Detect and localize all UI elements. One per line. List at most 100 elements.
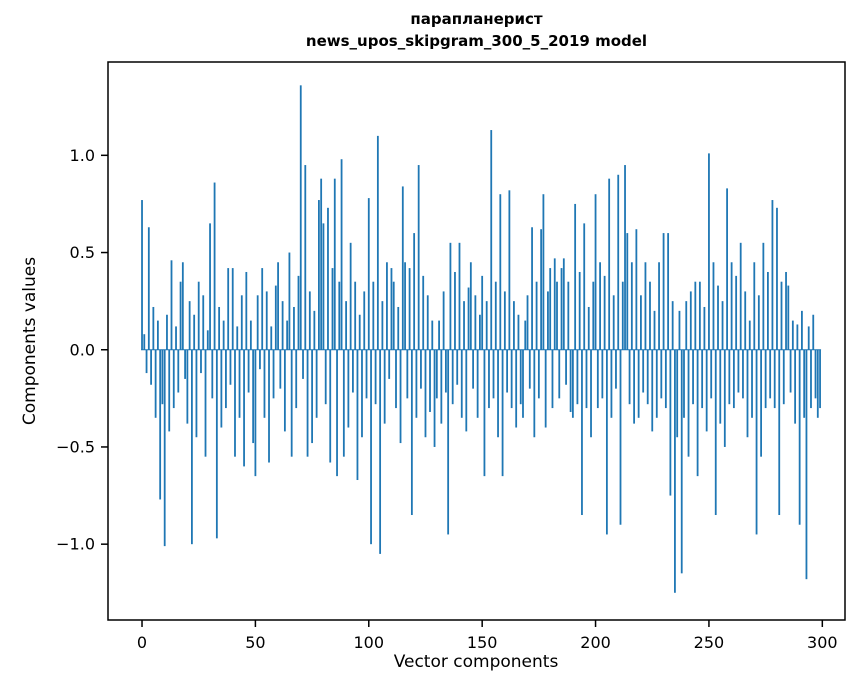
bar [571, 349, 574, 418]
bar [653, 310, 656, 350]
bar [812, 314, 815, 350]
bar [667, 233, 670, 350]
bar [431, 320, 434, 350]
bar [805, 349, 808, 580]
bar [619, 349, 622, 525]
bar [195, 349, 198, 438]
bar [794, 349, 797, 424]
bar [265, 291, 268, 350]
bar [492, 349, 495, 399]
bar [578, 271, 581, 350]
bar [515, 349, 518, 428]
bar [517, 314, 520, 350]
x-tick-label: 50 [245, 633, 265, 652]
bar [367, 198, 370, 350]
bar [701, 349, 704, 409]
bar [508, 190, 511, 350]
bar [279, 349, 282, 389]
bar [789, 349, 792, 393]
bar [483, 349, 486, 477]
bar [778, 349, 781, 516]
bar [247, 349, 250, 393]
bar [526, 295, 529, 350]
bar [410, 349, 413, 516]
bar [567, 281, 570, 350]
bar [501, 349, 504, 477]
bar [565, 349, 567, 385]
bar [510, 349, 513, 409]
bar [785, 271, 787, 350]
bar [744, 291, 747, 350]
bar [413, 233, 416, 350]
bar [490, 130, 493, 350]
bar [633, 349, 635, 424]
bar [776, 207, 778, 350]
bar [540, 229, 543, 350]
bar [147, 227, 150, 350]
bar [531, 227, 533, 350]
bar [379, 349, 382, 554]
bar [787, 285, 790, 350]
bar [433, 349, 436, 447]
bar [719, 349, 722, 424]
bar [628, 349, 631, 405]
bar [236, 326, 239, 350]
bar [472, 349, 474, 389]
bar [465, 349, 468, 432]
bar [454, 271, 456, 350]
bar [272, 349, 275, 399]
bar [145, 349, 148, 374]
bar [320, 178, 323, 350]
bar [435, 349, 438, 399]
bar [370, 349, 372, 545]
bar [685, 301, 688, 350]
bar [585, 349, 588, 409]
bar [617, 174, 620, 350]
bar [200, 349, 202, 374]
bar [696, 349, 699, 477]
bar [814, 349, 817, 399]
bar [553, 258, 556, 350]
bar [737, 349, 740, 393]
bar [660, 349, 663, 399]
bar [159, 349, 162, 500]
bar [256, 295, 259, 350]
bar [204, 349, 207, 457]
x-tick-label: 300 [807, 633, 838, 652]
bar [252, 349, 255, 444]
bar [732, 349, 735, 409]
bar [599, 262, 601, 350]
bar [331, 268, 334, 350]
bar [676, 349, 679, 438]
bar [735, 275, 738, 350]
y-tick-label: −1.0 [56, 535, 95, 554]
bar [154, 349, 157, 418]
bar [710, 349, 713, 399]
bar [592, 281, 595, 350]
bar [213, 182, 216, 350]
bar [590, 349, 592, 438]
bar [220, 349, 223, 428]
bar [308, 291, 311, 350]
x-tick-label: 0 [137, 633, 147, 652]
y-tick-label: 0.5 [70, 243, 95, 262]
bar [708, 153, 710, 350]
bar [297, 275, 300, 350]
bar [755, 349, 758, 535]
bar [166, 314, 168, 350]
bar [193, 314, 196, 350]
bar [662, 233, 665, 350]
bar [524, 320, 527, 350]
bar [163, 349, 166, 547]
bar [456, 349, 459, 385]
bar [488, 349, 490, 409]
bar [290, 349, 293, 457]
bar [225, 349, 227, 409]
bar [268, 349, 270, 463]
bar [227, 268, 230, 350]
bar [767, 271, 769, 350]
bar [340, 159, 343, 350]
bar [401, 186, 404, 350]
